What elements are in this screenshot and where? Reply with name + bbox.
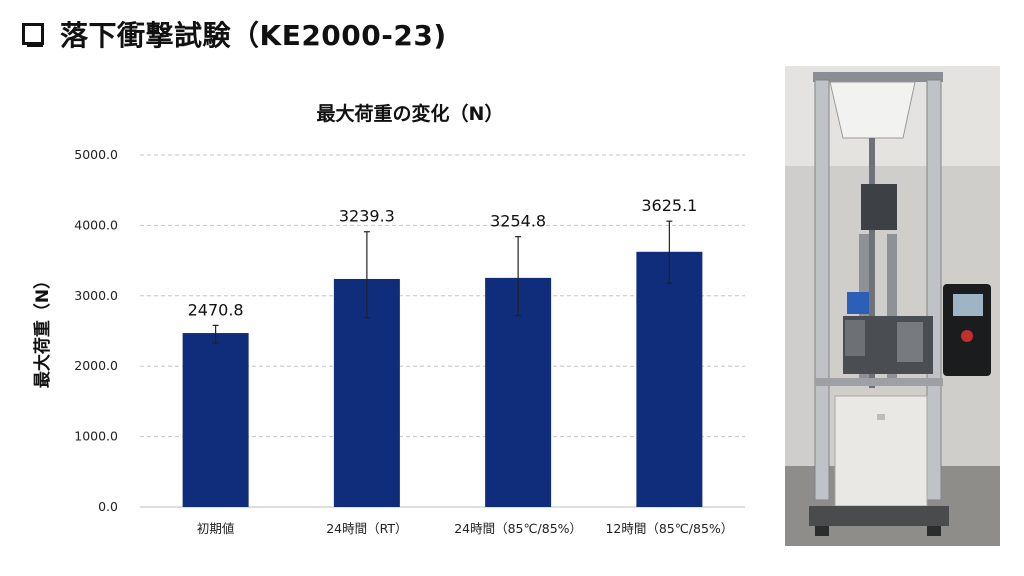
data-label: 3625.1 [641, 196, 697, 215]
bars [182, 251, 703, 507]
data-label: 2470.8 [188, 300, 244, 319]
y-tick-label: 5000.0 [74, 147, 118, 162]
test-machine-photo [785, 66, 1000, 546]
y-tick-label: 4000.0 [74, 217, 118, 232]
error-bars [212, 220, 673, 344]
category-label: 12時間（85℃/85%） [605, 521, 733, 536]
category-label: 24時間（85℃/85%） [454, 521, 582, 536]
chart-title: 最大荷重の変化（N） [317, 102, 504, 125]
data-labels: 2470.8 3239.3 3254.8 3625.1 [188, 196, 698, 319]
bar-chart: 最大荷重の変化（N） 最大荷重（N） 0.0 1000.0 2000.0 3000.0… [32, 102, 745, 536]
y-tick-label: 2000.0 [74, 358, 118, 373]
checkbox-bullet-icon [22, 23, 44, 47]
bar [636, 251, 703, 507]
category-labels: 初期値 24時間（RT） 24時間（85℃/85%） 12時間（85℃/85%） [197, 521, 733, 536]
y-tick-label: 3000.0 [74, 288, 118, 303]
category-label: 初期値 [197, 521, 235, 536]
category-label: 24時間（RT） [326, 521, 407, 536]
data-label: 3254.8 [490, 212, 546, 231]
slide-title-text: 落下衝撃試験（KE2000-23) [60, 19, 447, 52]
y-tick-label: 1000.0 [74, 429, 118, 444]
data-label: 3239.3 [339, 207, 395, 226]
slide-title: 落下衝撃試験（KE2000-23) [22, 14, 447, 54]
y-axis-label: 最大荷重（N） [32, 272, 53, 388]
bar [182, 333, 249, 507]
y-tick-label: 0.0 [98, 499, 118, 514]
test-machine-illustration [785, 66, 1000, 546]
